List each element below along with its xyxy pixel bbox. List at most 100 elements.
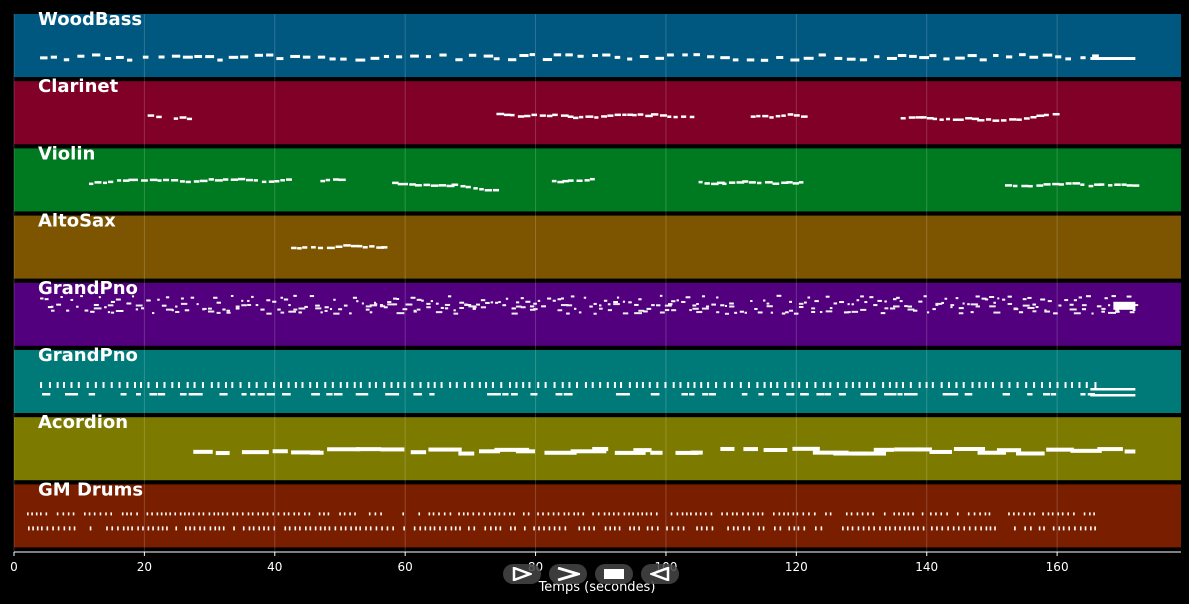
- note: [397, 182, 404, 186]
- track-label-6: Acordion: [38, 412, 128, 433]
- play-button[interactable]: [549, 564, 587, 584]
- note: [272, 300, 277, 303]
- note: [427, 382, 430, 388]
- note: [648, 382, 651, 388]
- note: [251, 295, 254, 298]
- note: [418, 512, 421, 516]
- note: [943, 57, 950, 61]
- note: [705, 512, 707, 516]
- note: [1132, 304, 1139, 307]
- note: [907, 512, 910, 516]
- note: [511, 393, 518, 396]
- note-marks: [27, 53, 1140, 531]
- note: [748, 526, 750, 531]
- stop-button[interactable]: [595, 564, 633, 584]
- note: [126, 302, 132, 305]
- note: [239, 382, 242, 388]
- note: [247, 303, 252, 306]
- note: [919, 56, 930, 60]
- play-outline-button[interactable]: [503, 564, 541, 584]
- note: [650, 113, 659, 116]
- note: [593, 302, 597, 305]
- note: [1081, 304, 1087, 307]
- note: [551, 179, 557, 183]
- note: [88, 512, 91, 516]
- note: [369, 526, 372, 531]
- note: [99, 512, 102, 516]
- note: [729, 302, 734, 305]
- note: [317, 55, 326, 59]
- note: [947, 382, 950, 388]
- note: [266, 393, 275, 396]
- note: [478, 382, 481, 388]
- note: [472, 306, 477, 309]
- note: [607, 303, 611, 306]
- note: [721, 512, 723, 516]
- note: [883, 512, 886, 516]
- note: [277, 512, 280, 516]
- note: [383, 54, 390, 58]
- note: [716, 296, 719, 299]
- note: [379, 305, 386, 308]
- note: [723, 382, 726, 388]
- note: [579, 115, 584, 119]
- note: [471, 382, 474, 388]
- note: [106, 526, 108, 531]
- note: [449, 512, 452, 516]
- note: [92, 53, 101, 57]
- note: [671, 309, 677, 312]
- note: [433, 382, 436, 388]
- note: [825, 295, 830, 298]
- note: [955, 382, 958, 388]
- note: [444, 303, 451, 306]
- note: [935, 303, 939, 306]
- note: [742, 180, 749, 183]
- note: [1074, 526, 1076, 531]
- note: [207, 307, 212, 310]
- note: [495, 526, 497, 531]
- note: [453, 312, 459, 315]
- note: [1114, 183, 1121, 186]
- rewind-button[interactable]: [641, 564, 679, 584]
- note: [705, 305, 710, 308]
- note: [393, 297, 397, 300]
- note: [88, 393, 96, 396]
- note: [711, 526, 714, 531]
- note: [903, 512, 905, 516]
- note: [44, 298, 49, 301]
- note: [524, 114, 531, 118]
- note: [897, 393, 903, 396]
- note: [135, 393, 141, 396]
- note: [1090, 526, 1092, 531]
- note: [909, 54, 917, 58]
- note: [1065, 57, 1071, 61]
- note: [1052, 182, 1060, 186]
- note: [666, 526, 668, 531]
- note: [111, 526, 114, 531]
- note: [673, 115, 678, 119]
- note: [433, 526, 436, 531]
- note: [907, 305, 913, 308]
- note: [833, 451, 868, 456]
- note: [56, 303, 62, 306]
- note: [637, 113, 644, 116]
- note: [829, 307, 833, 310]
- note: [115, 55, 124, 59]
- note: [241, 304, 247, 307]
- note: [1090, 388, 1136, 391]
- note: [779, 526, 782, 531]
- note: [655, 512, 658, 516]
- note: [967, 512, 970, 516]
- note: [110, 382, 113, 388]
- note: [369, 304, 378, 307]
- note: [722, 182, 727, 186]
- note: [1084, 526, 1087, 531]
- note: [520, 297, 524, 300]
- note: [122, 526, 125, 531]
- note: [272, 512, 275, 516]
- note: [199, 179, 208, 183]
- note: [867, 512, 869, 516]
- note: [193, 382, 196, 388]
- note: [304, 305, 308, 308]
- note: [110, 311, 115, 314]
